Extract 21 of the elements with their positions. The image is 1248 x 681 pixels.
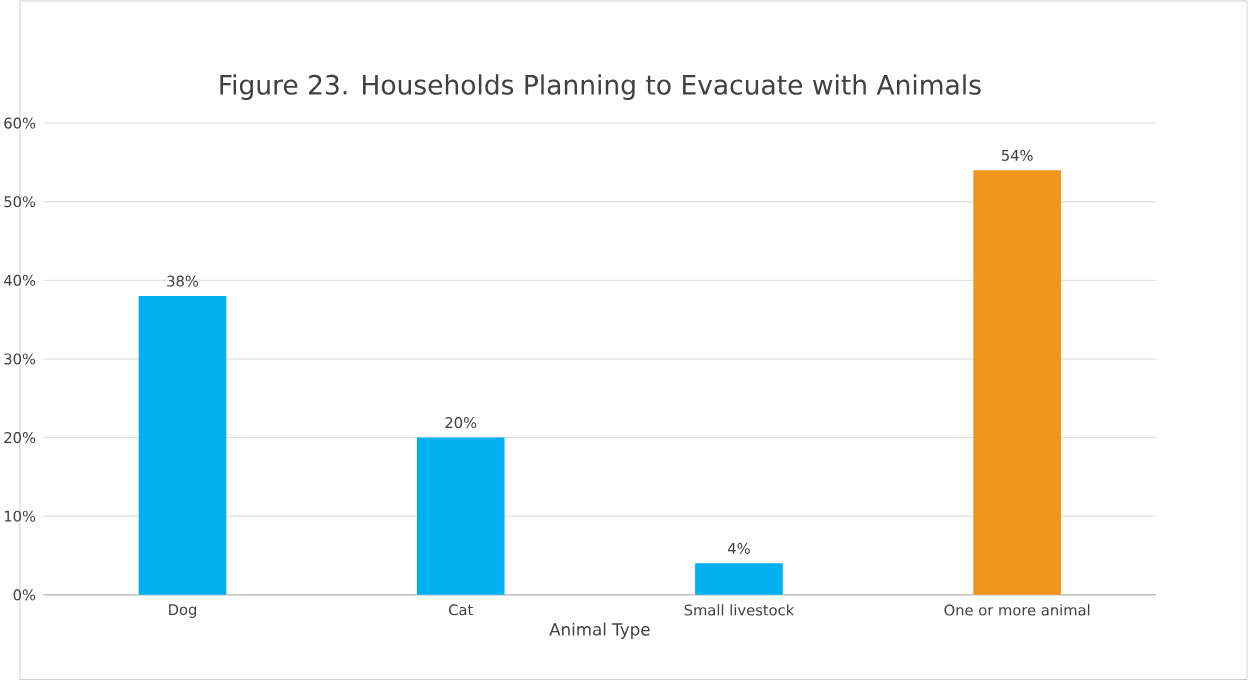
y-tick-label: 30%	[4, 353, 36, 365]
y-tick-label: 20%	[4, 432, 36, 444]
x-axis-title: Animal Type	[549, 622, 650, 640]
chart-title: Figure 23. Households Planning to Evacuate with Animals	[220, 74, 981, 101]
data-label: 38%	[167, 275, 199, 287]
y-tick-label: 40%	[4, 274, 36, 287]
data-label: 4%	[727, 543, 750, 555]
x-tick-label: Cat	[449, 604, 473, 616]
y-tick-label: 10%	[4, 510, 36, 522]
bar	[695, 563, 783, 596]
x-tick-label: One or more animal	[944, 604, 1090, 616]
data-label: 20%	[445, 417, 477, 429]
y-tick-label: 0%	[13, 589, 36, 601]
y-tick-label: 50%	[4, 196, 36, 208]
x-tick-label: Dog	[169, 604, 197, 619]
bar	[973, 170, 1061, 596]
bar	[138, 296, 227, 596]
bar	[416, 437, 505, 596]
x-tick-label: Small livestock	[684, 604, 795, 616]
y-tick-label: 60%	[4, 117, 36, 129]
data-label: 54%	[1001, 149, 1033, 162]
